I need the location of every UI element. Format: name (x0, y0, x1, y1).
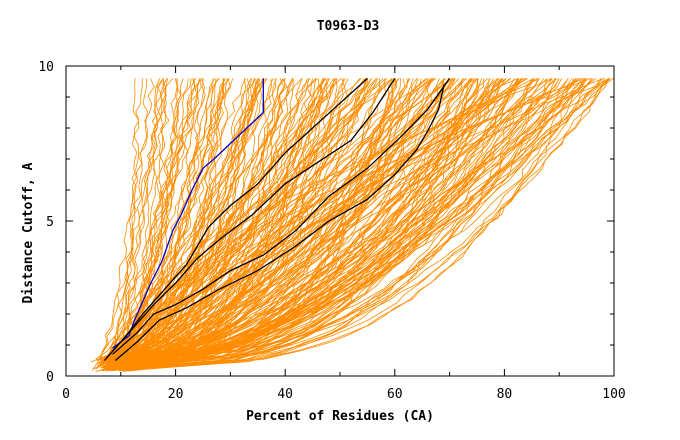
x-tick-label: 80 (497, 387, 513, 402)
model-curve (133, 78, 614, 370)
reference-series-line-1 (103, 77, 368, 361)
model-curve (122, 78, 435, 359)
model-curve (103, 78, 143, 362)
model-curve (105, 78, 308, 371)
model-curve (131, 78, 528, 360)
model-curve (116, 78, 611, 365)
model-curve (106, 78, 553, 361)
model-curves (90, 78, 614, 372)
model-curve (103, 78, 318, 366)
x-tick-label: 20 (168, 387, 184, 402)
model-curve (133, 78, 587, 371)
model-curve (112, 78, 525, 368)
model-curve (118, 78, 182, 360)
model-curve (102, 78, 361, 372)
model-curve (136, 78, 573, 362)
model-curve (108, 78, 472, 359)
model-curve (91, 78, 169, 371)
model-curve (106, 78, 344, 371)
highlight-series-line (112, 78, 264, 349)
model-curve (134, 78, 597, 360)
model-curve (105, 78, 553, 361)
model-curve (114, 78, 475, 367)
model-curve (100, 78, 261, 365)
model-curve (90, 78, 148, 363)
model-curve (123, 78, 609, 360)
model-curve (127, 78, 393, 358)
model-curve (111, 78, 548, 369)
model-curve (107, 78, 610, 370)
model-curve (116, 78, 569, 366)
model-curve (129, 78, 502, 368)
model-curve (105, 78, 548, 368)
model-curve (118, 78, 373, 365)
model-curve (136, 78, 585, 362)
reference-series-line-3 (112, 78, 451, 355)
model-curve (113, 78, 584, 370)
reference-series-line-4 (114, 84, 445, 361)
model-curve (118, 78, 329, 362)
y-tick-label: 5 (46, 215, 54, 230)
model-curve (95, 78, 155, 370)
model-curve (125, 78, 560, 362)
y-tick-label: 0 (46, 370, 54, 385)
model-curve (107, 78, 523, 367)
model-curve (110, 78, 515, 361)
x-tick-label: 60 (387, 387, 403, 402)
x-tick-label: 40 (277, 387, 293, 402)
model-curve (125, 78, 540, 367)
model-curve (116, 78, 396, 370)
model-curve (117, 78, 579, 368)
model-curve (101, 78, 227, 368)
model-curve (122, 78, 164, 359)
model-curve (132, 78, 594, 366)
model-curve (128, 78, 545, 364)
model-curve (105, 78, 368, 367)
model-curve (120, 78, 440, 367)
model-curve (129, 78, 346, 359)
axis-ticks: 0 20 40 60 80 100 0 5 10 (38, 60, 625, 402)
model-curve (108, 78, 611, 358)
model-curve (116, 78, 246, 358)
model-curve (123, 78, 569, 363)
x-axis-label: Percent of Residues (CA) (246, 409, 434, 424)
chart-title: T0963-D3 (317, 19, 380, 34)
model-curve (105, 78, 393, 370)
x-tick-label: 100 (602, 387, 625, 402)
reference-series-line-2 (106, 78, 396, 358)
model-curve (110, 78, 519, 360)
model-curve (99, 78, 203, 360)
model-curve (116, 78, 578, 359)
y-axis-label: Distance Cutoff, A (21, 162, 36, 303)
model-curve (106, 78, 581, 366)
model-curve (104, 78, 586, 361)
series-curves (103, 77, 451, 361)
model-curve (120, 78, 471, 362)
model-curve (108, 78, 507, 371)
model-curve (102, 78, 220, 360)
model-curve (103, 78, 490, 367)
model-curve (111, 78, 284, 370)
model-curve (115, 78, 196, 368)
y-tick-label: 10 (38, 60, 54, 75)
model-curve (126, 78, 611, 362)
model-curve (119, 78, 507, 369)
x-tick-label: 0 (62, 387, 70, 402)
model-curve (126, 78, 286, 363)
model-curve (127, 78, 588, 367)
model-curve (118, 78, 479, 372)
model-curve (114, 78, 601, 369)
model-curve (127, 78, 430, 360)
